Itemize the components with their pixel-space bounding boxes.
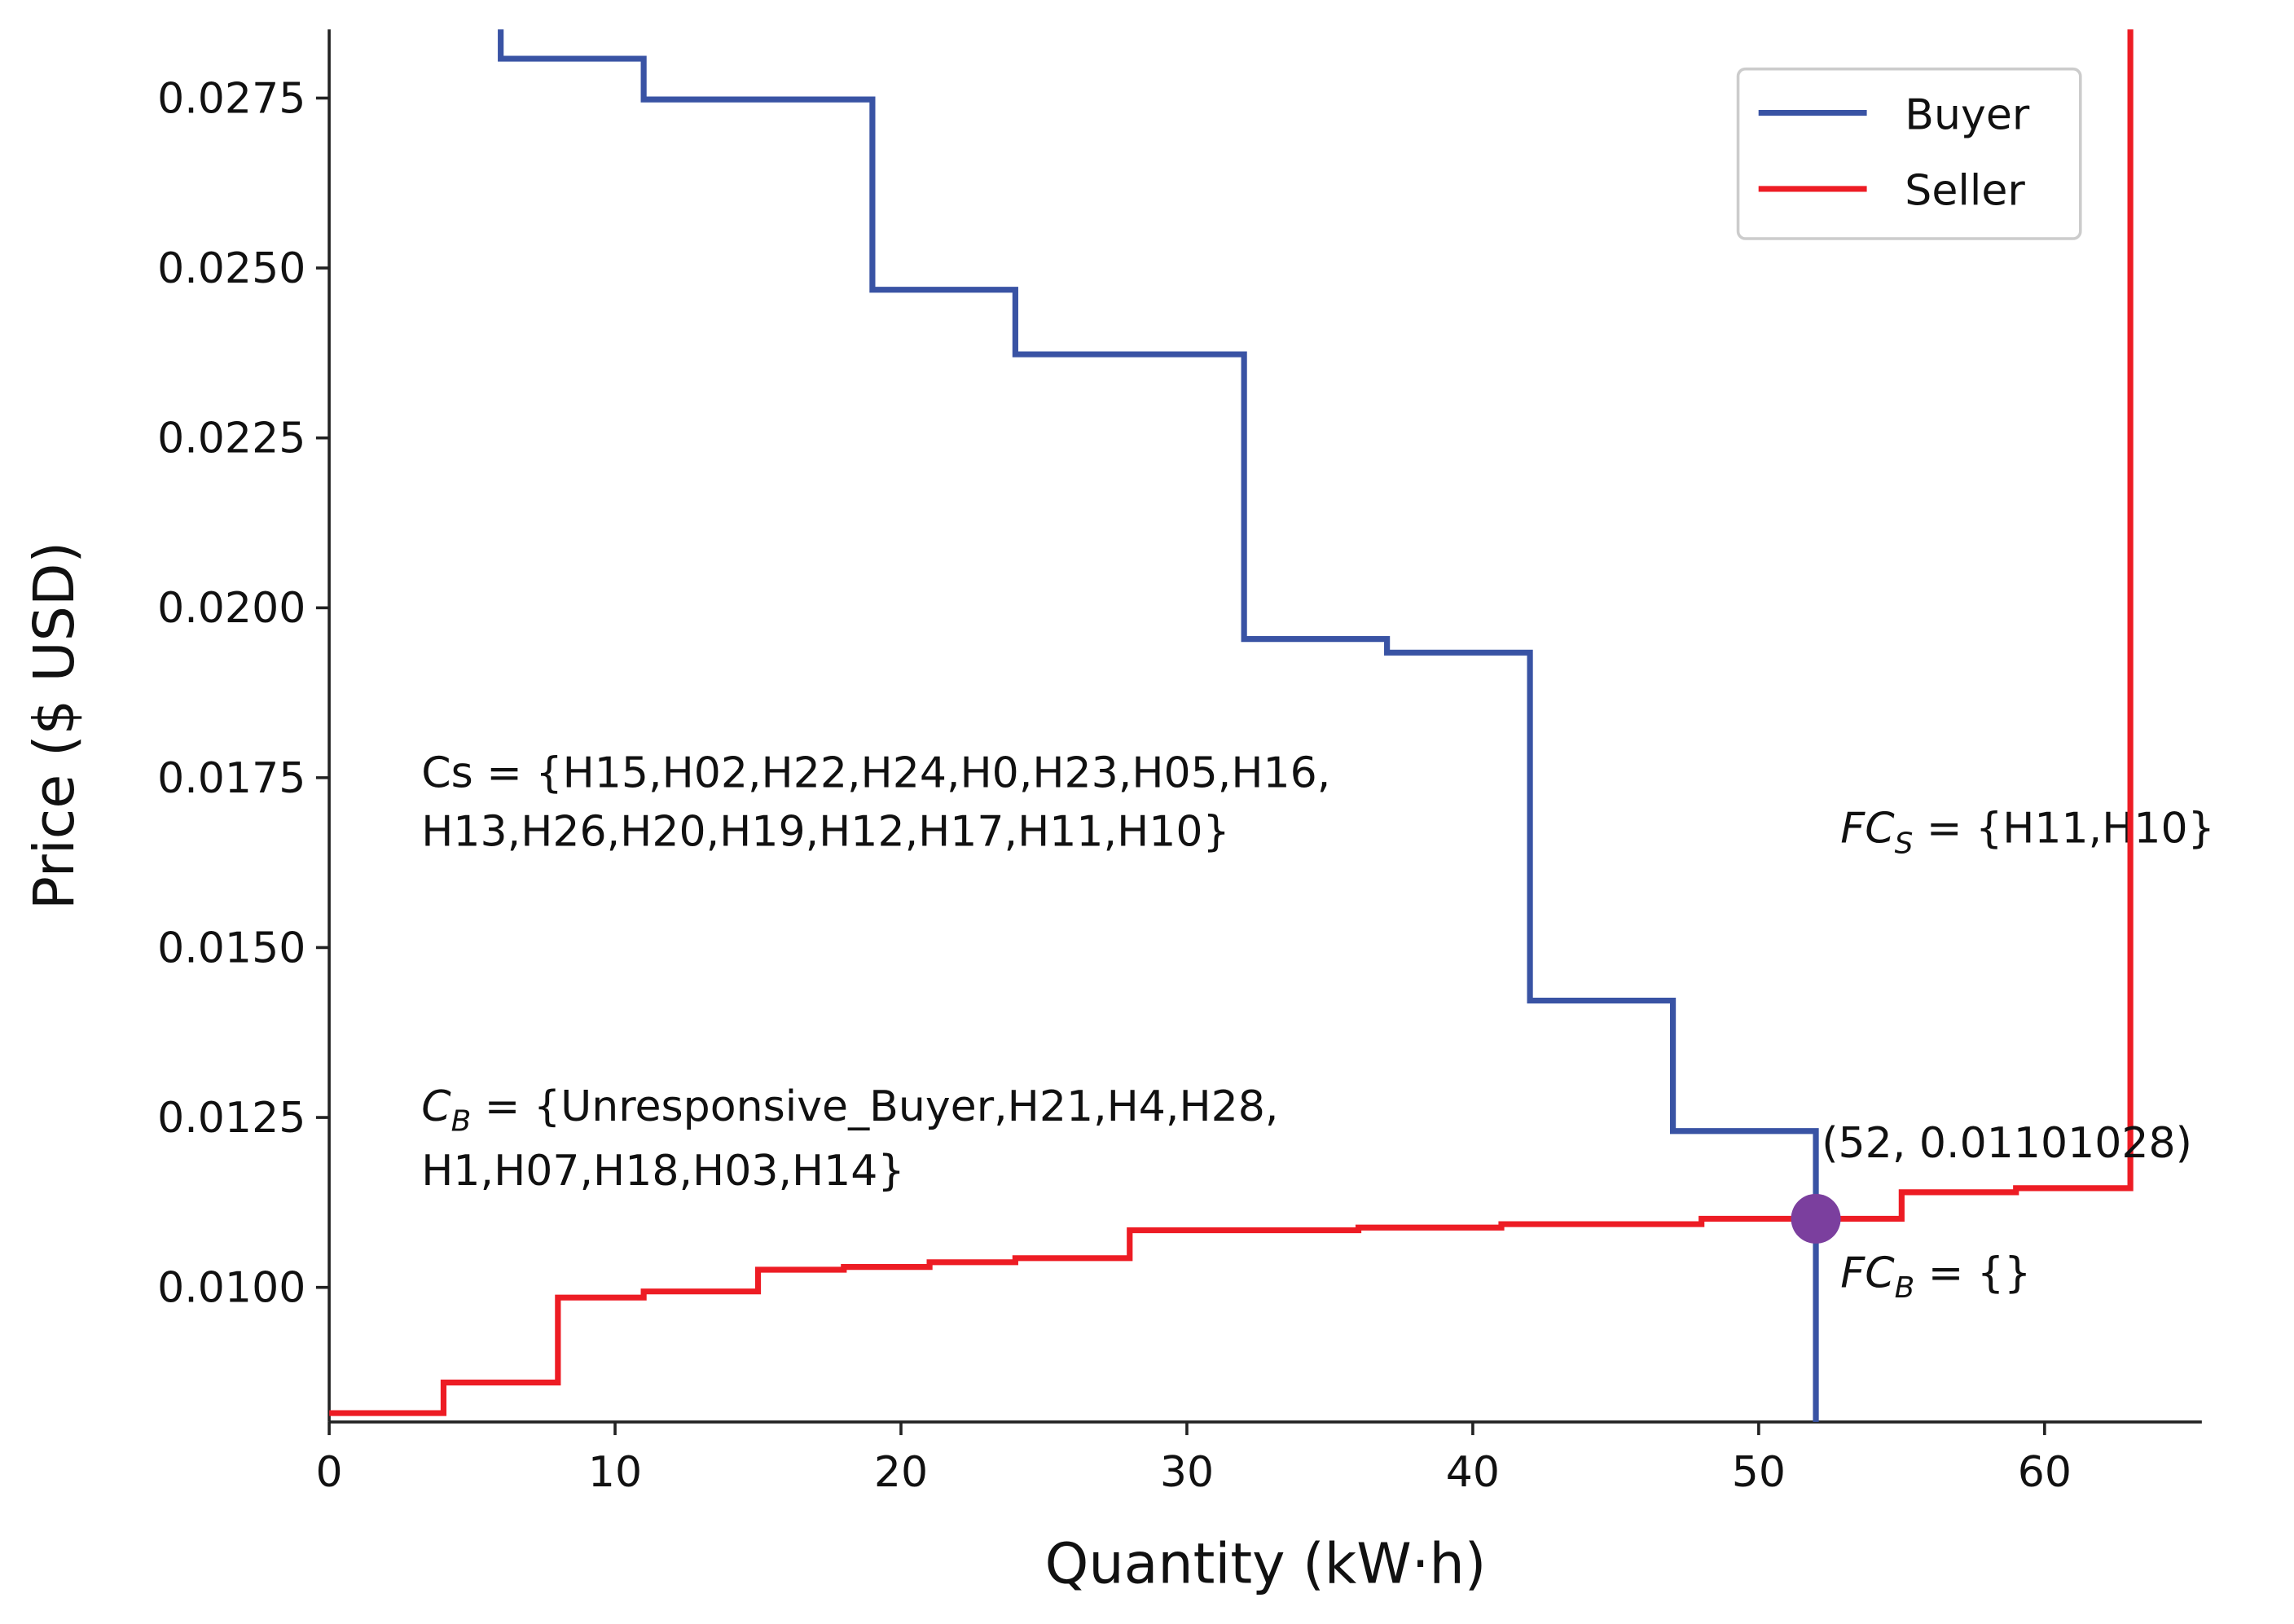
legend-label: Buyer <box>1905 90 2030 139</box>
fcs-symbol: FC <box>1840 805 1895 854</box>
cb-annotation: H1,H07,H18,H03,H14} <box>421 1147 904 1196</box>
y-tick-label: 0.0175 <box>157 754 305 803</box>
x-tick-label: 20 <box>874 1448 928 1497</box>
cs-annotation: H13,H26,H20,H19,H12,H17,H11,H10} <box>421 807 1229 856</box>
fcb-annotation: FCB = {} <box>1840 1249 2031 1306</box>
fcs-annotation: FCS = {H11,H10} <box>1840 805 2215 861</box>
cb-symbol: C <box>421 1082 451 1131</box>
x-tick-label: 10 <box>588 1448 642 1497</box>
x-tick-label: 60 <box>2018 1448 2072 1497</box>
x-axis-label: Quantity (kW·h) <box>1045 1532 1487 1596</box>
step-line <box>329 29 2134 1416</box>
fcs-text: = {H11,H10} <box>1913 805 2214 854</box>
fcb-symbol: FC <box>1840 1249 1895 1298</box>
y-axis-label: Price ($ USD) <box>23 542 87 910</box>
fcb-sub: B <box>1895 1271 1915 1305</box>
step-line <box>498 29 1819 1422</box>
y-tick-label: 0.0200 <box>157 584 305 633</box>
fcb-text: = {} <box>1914 1249 2031 1298</box>
y-tick-label: 0.0150 <box>157 924 305 972</box>
y-tick-label: 0.0275 <box>157 74 305 123</box>
x-tick-label: 50 <box>1732 1448 1786 1497</box>
y-tick-label: 0.0100 <box>157 1264 305 1313</box>
x-tick-label: 30 <box>1160 1448 1214 1497</box>
y-tick-label: 0.0250 <box>157 244 305 293</box>
y-tick-label: 0.0225 <box>157 415 305 463</box>
point-label: (52, 0.01101028) <box>1822 1119 2192 1168</box>
y-tick-label: 0.0125 <box>157 1094 305 1143</box>
legend-label: Seller <box>1905 167 2025 216</box>
cb-annotation: CB = {Unresponsive_Buyer,H21,H4,H28, <box>421 1082 1278 1139</box>
cs-annotation: Cs = {H15,H02,H22,H24,H0,H23,H05,H16, <box>421 748 1330 797</box>
fcs-sub: S <box>1895 827 1914 860</box>
x-tick-label: 0 <box>316 1448 343 1497</box>
plot-area <box>329 29 2134 1422</box>
cb-sub: B <box>451 1105 472 1139</box>
x-tick-label: 40 <box>1446 1448 1500 1497</box>
cb-text: = {Unresponsive_Buyer,H21,H4,H28, <box>471 1082 1278 1131</box>
equilibrium-point <box>1791 1193 1841 1244</box>
